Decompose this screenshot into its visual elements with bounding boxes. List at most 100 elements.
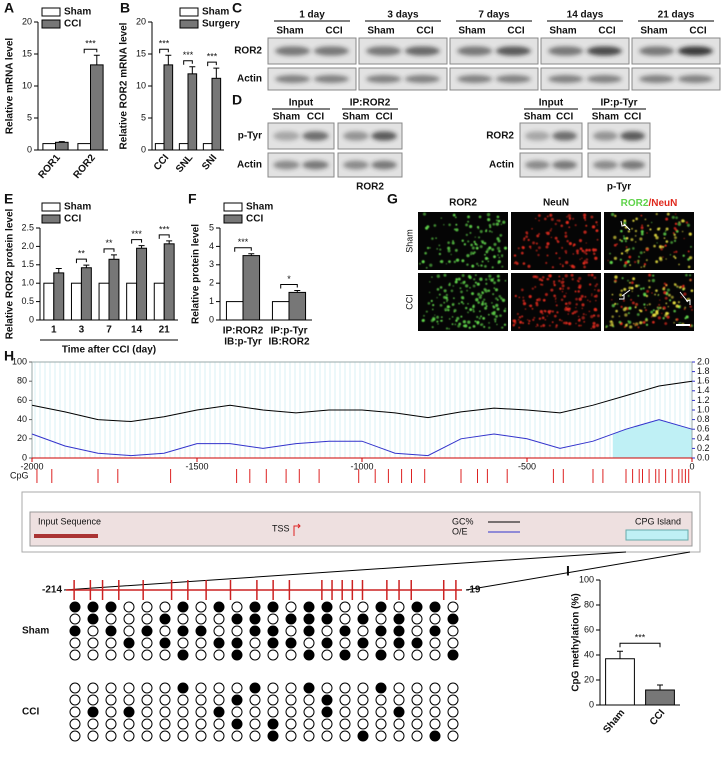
cell bbox=[485, 250, 489, 254]
cell bbox=[556, 240, 560, 244]
cell bbox=[551, 266, 554, 269]
error-bar bbox=[657, 684, 663, 690]
cell bbox=[590, 273, 594, 277]
cell bbox=[479, 229, 483, 234]
cell bbox=[471, 292, 474, 295]
cell bbox=[524, 308, 527, 310]
methylation-site bbox=[285, 706, 297, 718]
cell bbox=[561, 290, 564, 293]
methylation-site bbox=[393, 613, 405, 625]
cell bbox=[572, 253, 575, 255]
methylation-site bbox=[159, 730, 171, 742]
cell bbox=[558, 279, 561, 283]
methylation-site bbox=[303, 613, 315, 625]
methylation-site bbox=[303, 682, 315, 694]
legend-swatch bbox=[41, 19, 61, 29]
cell bbox=[444, 307, 448, 312]
cell bbox=[555, 304, 558, 307]
cell bbox=[522, 299, 525, 302]
cell bbox=[576, 252, 579, 255]
cell bbox=[481, 240, 484, 243]
cell bbox=[483, 241, 487, 245]
cell bbox=[658, 256, 663, 260]
cell bbox=[673, 233, 676, 237]
cell bbox=[657, 309, 660, 311]
cell bbox=[640, 230, 644, 234]
methylation-site bbox=[231, 694, 243, 706]
cell bbox=[475, 262, 479, 266]
cell bbox=[526, 232, 529, 235]
cell bbox=[567, 313, 569, 315]
cell bbox=[436, 288, 440, 291]
methylation-site bbox=[105, 649, 117, 661]
blot-band bbox=[677, 75, 713, 83]
cell bbox=[431, 237, 434, 240]
cell bbox=[425, 310, 428, 313]
cell bbox=[583, 320, 586, 323]
methylation-site bbox=[429, 694, 441, 706]
methylation-site bbox=[69, 730, 81, 742]
cell bbox=[674, 222, 678, 225]
cell bbox=[556, 311, 559, 314]
cell bbox=[447, 249, 451, 253]
methylation-site bbox=[105, 730, 117, 742]
cell bbox=[532, 318, 535, 321]
cell bbox=[472, 308, 475, 311]
methylation-site bbox=[159, 601, 171, 613]
cell bbox=[452, 213, 456, 217]
blot-band bbox=[275, 46, 311, 56]
lane-label: Sham bbox=[273, 112, 300, 123]
methylation-site bbox=[339, 613, 351, 625]
cell bbox=[467, 274, 471, 278]
y2-tick-label: 0.0 bbox=[697, 452, 710, 462]
methylation-site bbox=[339, 625, 351, 637]
methylation-site bbox=[195, 694, 207, 706]
cell bbox=[429, 263, 433, 267]
cell bbox=[685, 221, 689, 224]
cell bbox=[610, 212, 615, 217]
cell bbox=[680, 296, 683, 298]
methylation-site bbox=[375, 637, 387, 649]
cell bbox=[448, 283, 451, 287]
cell bbox=[578, 297, 583, 301]
cell bbox=[634, 229, 638, 233]
cell bbox=[550, 217, 554, 221]
cell bbox=[489, 226, 492, 229]
error-bar bbox=[83, 264, 90, 268]
cell bbox=[585, 314, 587, 316]
cell bbox=[590, 315, 594, 319]
y2-tick-label: 1.2 bbox=[697, 395, 710, 405]
methylation-site bbox=[357, 625, 369, 637]
cell bbox=[592, 248, 596, 252]
methylation-site bbox=[105, 613, 117, 625]
y-tick-label: 80 bbox=[17, 376, 27, 386]
cell bbox=[451, 241, 455, 245]
cell bbox=[536, 323, 539, 326]
methylation-site bbox=[249, 682, 261, 694]
cell bbox=[480, 264, 483, 267]
cell bbox=[454, 248, 458, 252]
cell bbox=[643, 265, 646, 268]
cell bbox=[575, 322, 577, 325]
cell bbox=[496, 215, 500, 219]
cell bbox=[502, 220, 506, 224]
cell bbox=[596, 224, 598, 226]
methylation-site bbox=[213, 730, 225, 742]
cell bbox=[672, 232, 675, 234]
cell bbox=[488, 322, 490, 324]
blot-band bbox=[586, 75, 622, 83]
cell bbox=[537, 214, 541, 217]
methylation-site bbox=[321, 706, 333, 718]
cell bbox=[690, 289, 694, 293]
cell bbox=[664, 244, 667, 247]
cell bbox=[517, 318, 520, 321]
cell bbox=[574, 224, 577, 227]
methylation-site bbox=[285, 682, 297, 694]
blot-band bbox=[620, 160, 646, 170]
lane-label: Sham bbox=[367, 26, 394, 37]
merge-separator: / bbox=[648, 198, 651, 209]
cell bbox=[583, 250, 587, 254]
bar bbox=[43, 282, 55, 321]
y-tick-label: 15 bbox=[136, 48, 146, 58]
cell bbox=[445, 327, 449, 330]
